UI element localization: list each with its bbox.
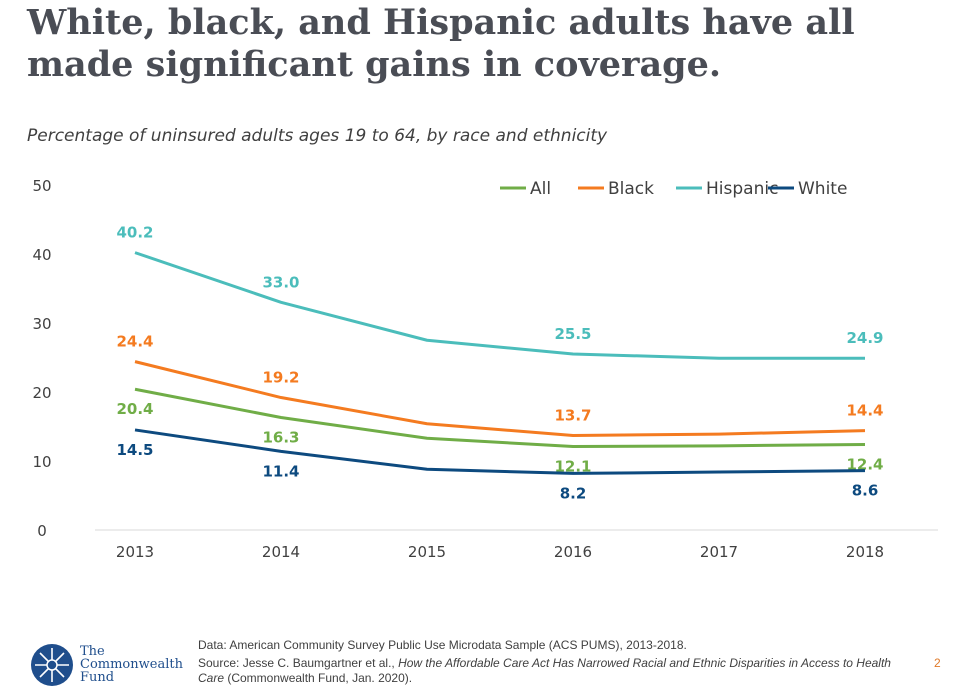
data-note: Data: American Community Survey Public U… [198,638,687,652]
logo-line: Commonwealth [80,657,183,672]
data-label: 19.2 [262,369,299,387]
series-line-all [134,387,866,449]
data-label: 14.4 [846,402,883,420]
series-line-black [134,360,866,437]
data-label: 33.0 [262,273,299,291]
y-tick-label: 30 [32,315,51,333]
data-label: 12.4 [846,455,883,473]
x-tick-label: 2013 [116,543,154,561]
data-label: 13.7 [554,406,591,424]
source-suffix: (Commonwealth Fund, Jan. 2020). [224,671,413,685]
y-tick-label: 10 [32,453,51,471]
x-tick-label: 2016 [554,543,592,561]
data-label: 24.4 [116,333,153,351]
y-tick-label: 20 [32,384,51,402]
source-title: How the Affordable Care Act Has Narrowed… [198,656,891,685]
legend-label: Hispanic [706,179,778,199]
data-label: 25.5 [554,325,591,343]
source-prefix: Source: Jesse C. Baumgartner et al., [198,656,399,670]
data-label: 8.2 [560,484,587,502]
data-label: 40.2 [116,224,153,242]
data-label: 8.6 [852,482,879,500]
source-note: Source: Jesse C. Baumgartner et al., How… [198,656,918,686]
x-tick-label: 2014 [262,543,300,561]
commonwealth-fund-logo-icon [31,644,73,686]
legend-label: Black [608,179,654,199]
data-label: 14.5 [116,441,153,459]
data-label: 20.4 [116,400,153,418]
data-label: 16.3 [262,429,299,447]
data-label: 12.1 [554,458,591,476]
x-tick-label: 2018 [846,543,884,561]
y-tick-label: 40 [32,246,51,264]
data-label: 24.9 [846,329,883,347]
series-line-white [134,428,866,475]
page-number: 2 [934,656,941,670]
chart-subtitle: Percentage of uninsured adults ages 19 t… [27,126,608,146]
logo-line: The [80,644,105,659]
y-tick-label: 0 [37,522,47,540]
series-line-hispanic [134,251,865,360]
y-tick-label: 50 [32,177,51,195]
legend-label: All [530,179,551,199]
legend-label: White [798,179,847,199]
line-chart: 0 10 20 30 40 50 2013 2014 2015 2016 2017 2018 20.4 1… [32,177,938,561]
slide-title: White, black, and Hispanic adults have a… [27,2,855,85]
x-tick-label: 2015 [408,543,446,561]
logo-line: Fund [80,670,115,685]
logo-text: The Commonwealth Fund [80,645,183,684]
data-label: 11.4 [262,462,299,480]
x-tick-label: 2017 [700,543,738,561]
